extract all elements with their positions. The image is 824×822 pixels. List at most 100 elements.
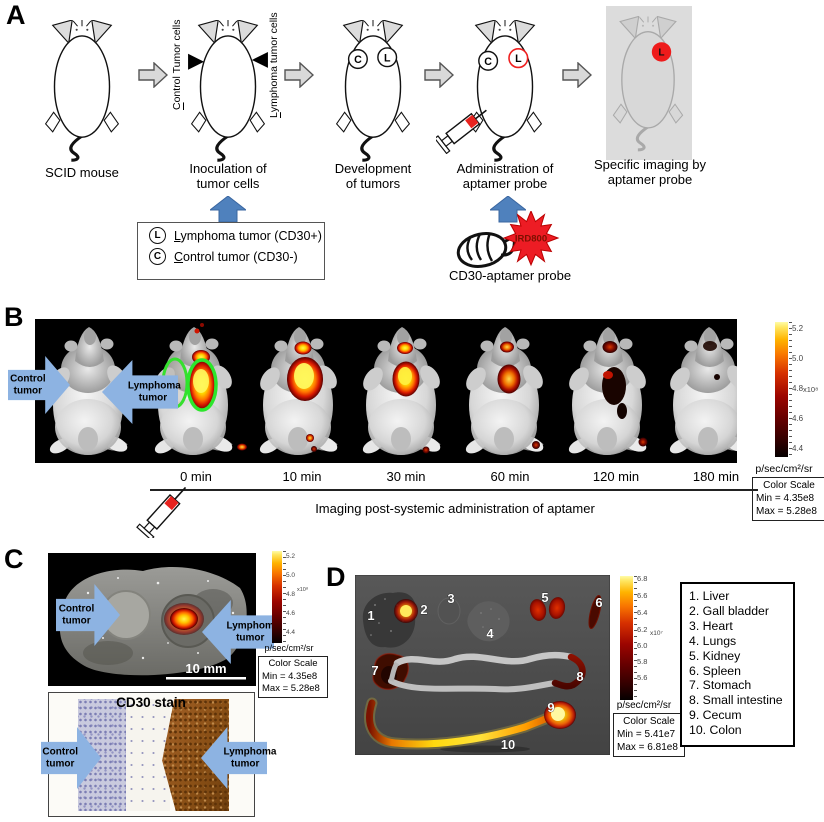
lungs-shape — [467, 601, 510, 642]
color-scale-min: Min = 5.41e7 — [617, 729, 676, 741]
syringe-icon — [436, 109, 487, 154]
arrow-label: Control tumor — [10, 373, 46, 397]
heart-shape — [437, 597, 461, 625]
organ-legend-item: 4. Lungs — [689, 633, 737, 648]
up-arrow-icon — [490, 196, 526, 223]
tumor-legend: L Lymphoma tumor (CD30+) C Control tumor… — [137, 222, 325, 280]
organ-number: 2 — [420, 602, 427, 617]
control-tumor-arrow: Control tumor — [8, 356, 70, 414]
arrow-label: Lymphoma tumor — [127, 380, 181, 404]
timepoint-label: 30 min — [386, 469, 426, 484]
colorbar-exponent: x10⁷ — [650, 630, 663, 637]
small-intestine-lower — [388, 678, 558, 693]
kidney-left-shape — [529, 599, 547, 621]
colorbar-tick: 5.0 — [286, 572, 296, 579]
small-intestine-upper — [393, 651, 575, 667]
organ-number: 5 — [541, 590, 548, 605]
left-injection-arrowhead — [188, 53, 205, 70]
colorbar-tick: 6.6 — [637, 591, 648, 600]
organ-number: 1 — [367, 608, 374, 623]
color-scale-max: Max = 6.81e8 — [617, 742, 678, 754]
lymphoma-tumor-arrow: Lymphoma tumor — [201, 727, 277, 789]
lymphoma-tumor-circle-red — [508, 48, 529, 69]
mouse-30min — [357, 325, 446, 459]
color-scale-box: Color Scale Min = 5.41e7 Max = 6.81e8 — [613, 713, 685, 757]
colorbar-units: p/sec/cm²/sr — [616, 700, 672, 711]
step-arrow-icon — [138, 62, 168, 88]
organ-number: 3 — [447, 591, 454, 606]
imaged-mouse-illustration: L — [611, 16, 685, 152]
step-caption: Inoculation of tumor cells — [189, 161, 267, 191]
arrow-label: Control tumor — [42, 746, 78, 770]
control-tumor-cells-label: Control Tumor cells — [171, 19, 183, 110]
organ-legend-item: 1. Liver — [689, 589, 730, 603]
organ-legend-item: 10. Colon — [689, 723, 742, 738]
colorbar-tick: 4.8 — [286, 591, 296, 598]
small-intestine-distal — [551, 653, 586, 690]
color-scale-max: Max = 5.28e8 — [262, 683, 320, 695]
organ-number: 10 — [501, 737, 515, 752]
organ-legend: 1. Liver 2. Gall bladder 3. Heart 4. Lun… — [680, 582, 795, 747]
small-intestine-bend — [388, 661, 400, 682]
arrow-label: Lymphoma tumor — [223, 746, 277, 770]
colorbar-tick: 5.0 — [792, 354, 804, 363]
step-caption: Administration of aptamer probe — [456, 161, 554, 191]
timepoint-label: 180 min — [692, 469, 740, 484]
scale-bar-label: 10 mm — [185, 661, 226, 676]
arrow-label: Lymphoma tumor — [226, 620, 280, 644]
cd30-stain-panel: CD30 stain Control tumor Lymphoma tumor — [41, 692, 276, 817]
development-mouse-illustration: C L — [335, 20, 411, 162]
colorbar-exponent: x10⁸ — [297, 587, 309, 593]
cecum-shape — [551, 707, 565, 721]
gallbladder-shape — [400, 605, 412, 617]
color-scale-box: Color Scale Min = 4.35e8 Max = 5.28e8 — [258, 656, 328, 698]
legend-row-lymphoma: L Lymphoma tumor (CD30+) — [138, 223, 324, 244]
lymphoma-mark: L — [384, 52, 391, 64]
timepoint-label: 0 min — [180, 469, 212, 484]
scale-bar — [166, 677, 246, 680]
timepoint-label: 60 min — [490, 469, 530, 484]
mouse-10min — [254, 325, 343, 459]
lymphoma-symbol: L — [149, 227, 166, 244]
lymphoma-tumor-arrow: Lymphoma tumor — [202, 600, 280, 664]
fluorescence-hotspot — [170, 608, 198, 630]
colorbar-tick: 6.2 — [637, 625, 648, 634]
control-tumor-circle — [347, 49, 368, 70]
organ-number: 8 — [576, 669, 583, 684]
color-scale-max: Max = 5.28e8 — [756, 506, 817, 518]
color-scale-title: Color Scale — [763, 480, 815, 491]
colorbar-tick: 4.6 — [286, 610, 296, 617]
control-tumor-arrow: Control tumor — [56, 584, 120, 646]
timeline-caption: Imaging post-systemic administration of … — [315, 501, 595, 516]
colorbar-tick: 5.2 — [286, 553, 296, 560]
panel-c-label: C — [4, 544, 24, 574]
kidney-right-shape — [548, 597, 566, 619]
organ-legend-item: 2. Gall bladder — [689, 603, 769, 618]
organ-legend-item: 8. Small intestine — [689, 693, 783, 708]
colorbar — [775, 322, 792, 457]
colorbar-tick: 4.4 — [792, 444, 804, 453]
step-arrow-icon — [562, 62, 592, 88]
colorbar-tick: 6.8 — [637, 574, 648, 583]
probe-caption: CD30-aptamer probe — [448, 268, 572, 283]
organ-number: 7 — [371, 663, 378, 678]
organ-biodistribution-image: 1 2 3 4 5 6 7 8 9 10 — [355, 575, 610, 755]
organ-legend-item: 7. Stomach — [689, 678, 752, 693]
colorbar-tick: 5.6 — [637, 673, 648, 682]
control-tumor-circle — [478, 50, 499, 71]
lungs-speckles — [480, 608, 500, 634]
colorbar-tick: 4.6 — [792, 414, 804, 423]
colorbar-tick: 6.0 — [637, 641, 648, 650]
lymphoma-tumor-cells-label: Lymphoma tumor cells — [268, 12, 280, 118]
organ-number: 6 — [595, 595, 602, 610]
colon-shape — [366, 699, 558, 748]
lymphoma-mark: L — [515, 53, 522, 65]
organ-legend-item: 5. Kidney — [689, 648, 741, 663]
colorbar-tick: 4.4 — [286, 629, 296, 636]
mouse-60min — [460, 325, 549, 459]
administration-mouse-illustration: C L — [467, 20, 543, 162]
lymphoma-signal-dot — [651, 42, 672, 62]
timepoint-label: 10 min — [282, 469, 322, 484]
colorbar-units: p/sec/cm²/sr — [755, 463, 813, 475]
panel-b-label: B — [4, 302, 24, 332]
